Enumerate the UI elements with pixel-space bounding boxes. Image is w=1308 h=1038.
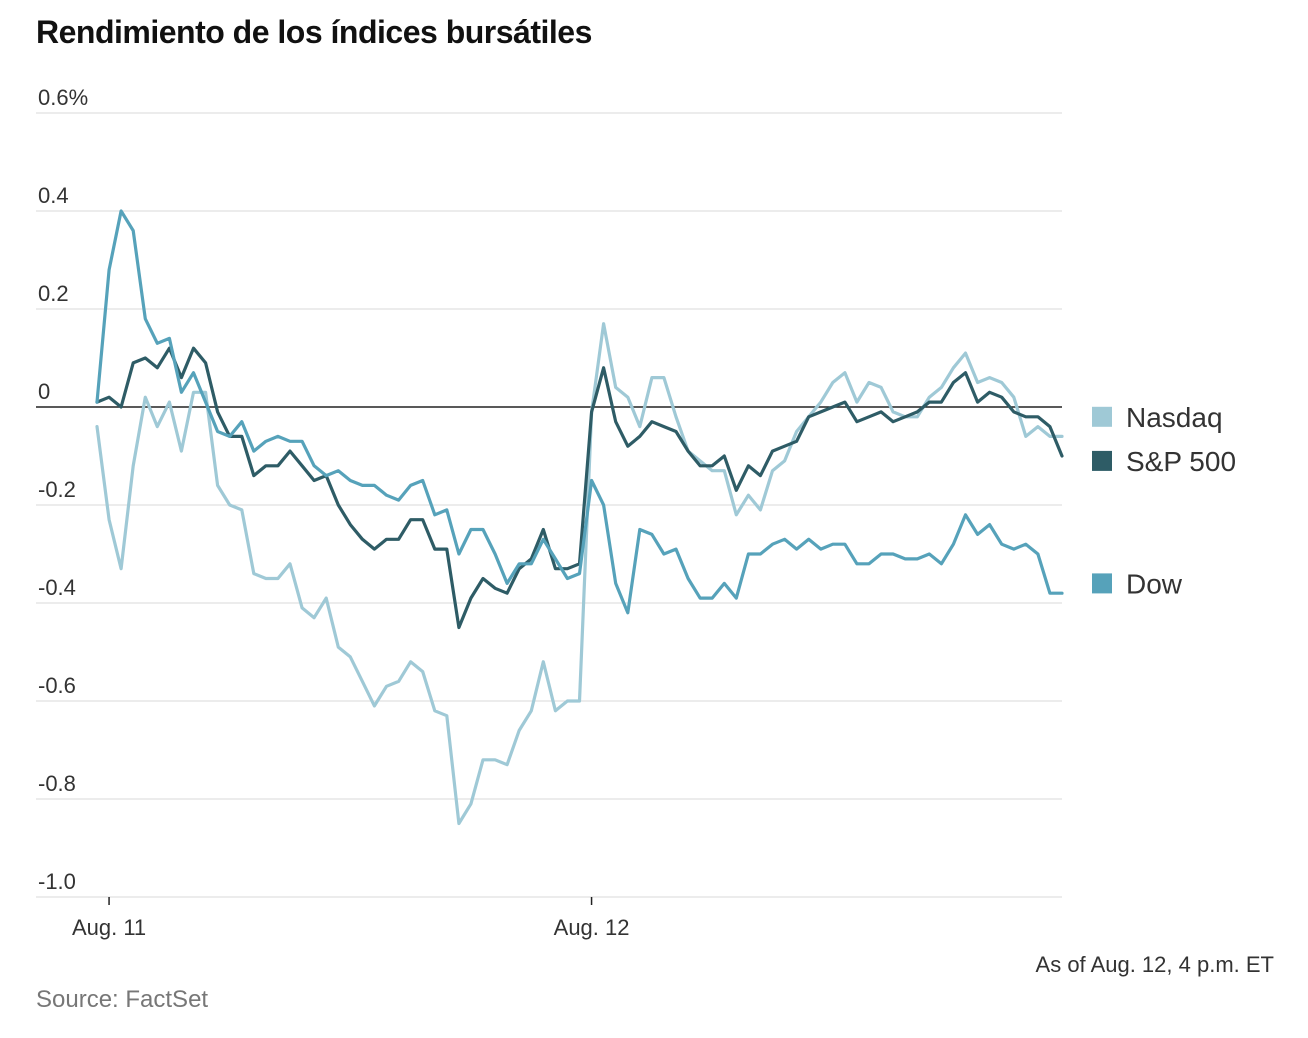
series-line-s-p-500 (95, 346, 1064, 630)
as-of-note: As of Aug. 12, 4 p.m. ET (1035, 952, 1274, 977)
legend-label: Dow (1126, 568, 1183, 599)
y-tick-label: 0.4 (38, 183, 69, 208)
legend-label: S&P 500 (1126, 446, 1236, 477)
grid-lines (36, 112, 1062, 898)
legend-swatch (1092, 406, 1112, 427)
y-tick-label: 0.6% (38, 85, 88, 110)
y-tick-label: -0.6 (38, 673, 76, 698)
y-tick-label: -0.2 (38, 477, 76, 502)
legend-label: Nasdaq (1126, 402, 1223, 433)
legend: Nasdaq S&P 500 Dow (1092, 402, 1236, 599)
y-tick-label: -0.4 (38, 575, 76, 600)
y-tick-label: -0.8 (38, 771, 76, 796)
legend-swatch (1092, 450, 1112, 471)
series-lines (95, 209, 1064, 826)
source-note: Source: FactSet (36, 986, 209, 1013)
y-tick-label: 0 (38, 379, 50, 404)
chart-title: Rendimiento de los índices bursátiles (36, 14, 592, 50)
y-tick-label: -1.0 (38, 869, 76, 894)
y-axis-labels: 0.6% 0.4 0.2 0 -0.2 -0.4 -0.6 -0.8 -1.0 (38, 85, 88, 894)
x-tick-label: Aug. 11 (72, 915, 146, 940)
x-axis: Aug. 11 Aug. 12 (72, 897, 630, 940)
series-line-dow (95, 209, 1064, 615)
x-tick-label: Aug. 12 (554, 915, 630, 940)
legend-swatch (1092, 573, 1112, 594)
series-line-nasdaq (95, 322, 1064, 826)
y-tick-label: 0.2 (38, 281, 69, 306)
